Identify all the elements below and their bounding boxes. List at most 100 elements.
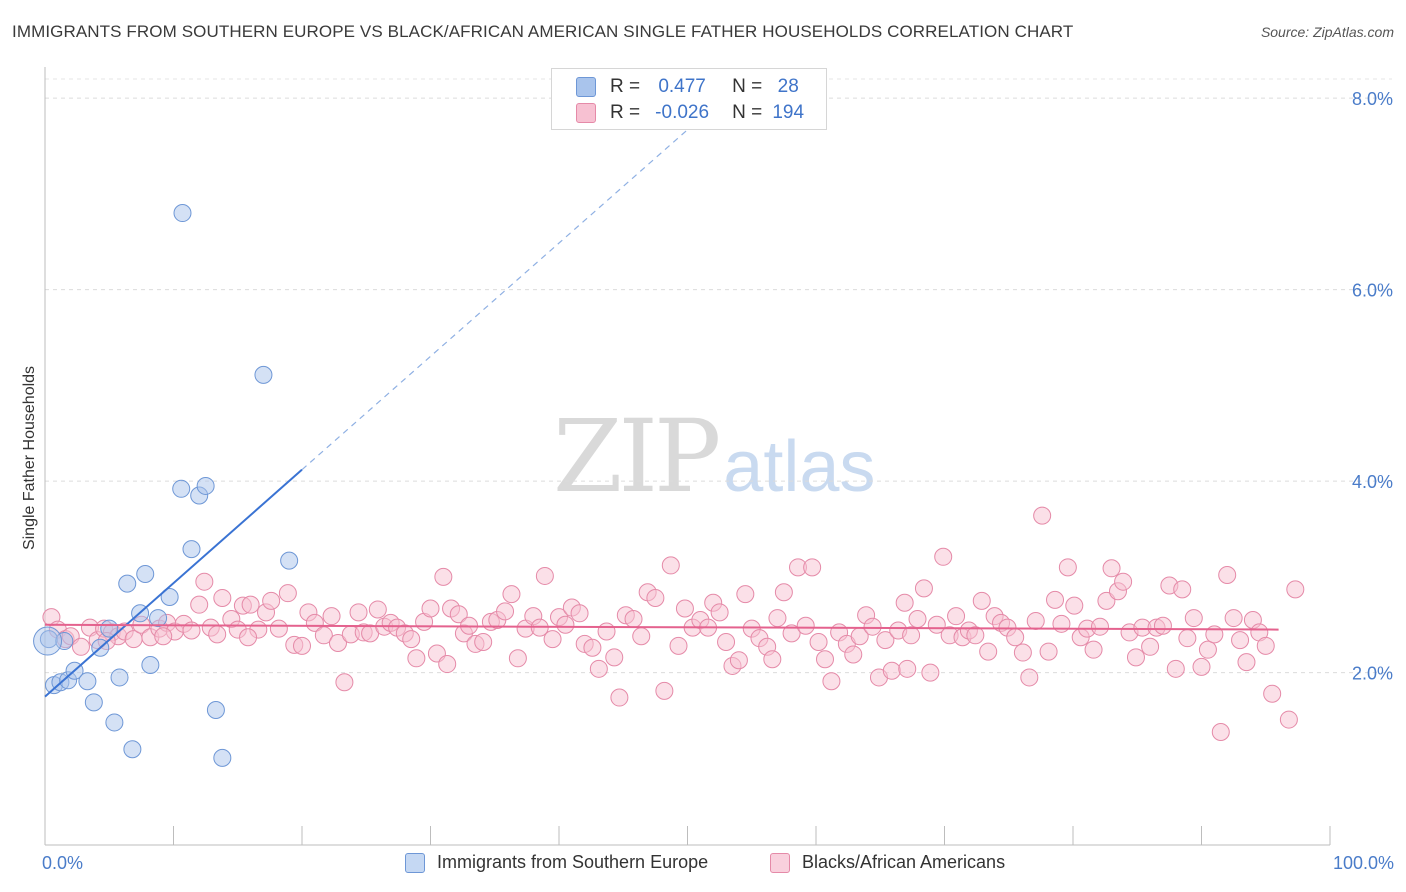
series-label-black-african-american: Blacks/African Americans	[802, 852, 1006, 872]
black-african-american-point	[908, 610, 927, 629]
southern-europe-point	[110, 668, 129, 687]
legend-r-label: R =	[610, 76, 641, 97]
black-african-american-point	[213, 588, 232, 607]
source-label: Source: ZipAtlas.com	[1260, 24, 1394, 40]
black-african-american-point	[438, 655, 457, 674]
black-african-american-point	[496, 602, 515, 621]
black-african-american-point	[502, 585, 521, 604]
black-african-american-point	[632, 627, 651, 646]
southern-europe-point	[118, 574, 137, 593]
black-african-american-point	[1153, 616, 1172, 635]
black-african-american-point	[876, 631, 895, 650]
black-african-american-point	[1084, 640, 1103, 659]
black-african-american-point	[1211, 723, 1230, 742]
southern-europe-point	[149, 609, 168, 628]
black-african-american-point	[809, 633, 828, 652]
southern-europe-trend-line	[44, 468, 303, 698]
southern-europe-point	[123, 740, 142, 759]
black-african-american-point	[269, 619, 288, 638]
black-african-american-point	[822, 672, 841, 691]
black-african-american-point	[241, 595, 260, 614]
black-african-american-point	[535, 566, 554, 585]
black-african-american-point	[605, 648, 624, 667]
black-african-american-point	[543, 630, 562, 649]
black-african-american-point	[570, 604, 589, 623]
black-african-american-point	[921, 663, 940, 682]
legend-r-value: -0.026	[655, 102, 710, 123]
black-african-american-point	[966, 626, 985, 645]
series-legend-southern-europe: Immigrants from Southern Europe	[405, 852, 708, 873]
black-african-american-point	[195, 572, 214, 591]
black-african-american-point	[278, 584, 297, 603]
southern-europe-point	[160, 588, 179, 607]
southern-europe-point-large	[33, 626, 63, 656]
black-african-american-point	[610, 688, 629, 707]
legend-n-value: 194	[772, 102, 805, 123]
black-african-american-point	[449, 605, 468, 624]
black-african-american-point	[1126, 648, 1145, 667]
black-african-american-point	[1279, 710, 1298, 729]
black-african-american-point	[675, 599, 694, 618]
x-tick-label-max: 100.0%	[1332, 853, 1394, 873]
black-african-american-point	[815, 650, 834, 669]
black-african-american-point	[914, 579, 933, 598]
black-african-american-point	[1286, 580, 1305, 599]
black-african-american-point	[646, 588, 665, 607]
black-african-american-point	[474, 633, 493, 652]
black-african-american-point	[803, 558, 822, 577]
southern-europe-point	[254, 365, 273, 384]
black-african-american-point	[1097, 591, 1116, 610]
southern-europe-point	[105, 713, 124, 732]
black-african-american-point	[1065, 596, 1084, 615]
black-african-american-point	[729, 651, 748, 670]
y-axis-label: Single Father Households	[21, 365, 38, 551]
black-african-american-point	[1218, 565, 1237, 584]
black-african-american-trend-line	[44, 623, 1279, 631]
black-african-american-point	[782, 624, 801, 643]
black-african-american-point	[305, 613, 324, 632]
black-african-american-point	[895, 593, 914, 612]
black-african-american-point	[421, 599, 440, 618]
legend-row-southern-europe: R = 0.477 N = 28	[576, 75, 814, 99]
legend-n-label: N =	[732, 102, 763, 123]
southern-europe-trend-extension	[301, 129, 688, 471]
black-african-american-point	[154, 627, 173, 646]
southern-europe-point	[55, 632, 74, 651]
southern-europe-point	[280, 551, 299, 570]
series-legend-black-african-american: Blacks/African Americans	[770, 852, 1005, 873]
trend-lines	[44, 129, 1279, 698]
black-african-american-point	[1090, 617, 1109, 636]
black-african-american-point	[882, 661, 901, 680]
black-african-american-point	[328, 633, 347, 652]
correlation-legend: R = 0.477 N = 28 R = -0.026 N = 194	[551, 68, 827, 130]
black-african-american-point	[1026, 611, 1045, 630]
grid-lines	[45, 78, 1392, 674]
black-african-american-point	[597, 622, 616, 641]
black-african-american-point	[796, 616, 815, 635]
black-african-american-point	[1102, 559, 1121, 578]
black-african-american-point	[774, 583, 793, 602]
black-african-american-point	[661, 556, 680, 575]
southern-europe-point	[206, 700, 225, 719]
y-tick-labels: 2.0% 4.0% 6.0% 8.0%	[1352, 89, 1393, 684]
black-african-american-point	[239, 628, 258, 647]
black-african-american-point	[1141, 637, 1160, 656]
black-african-american-point	[763, 650, 782, 669]
legend-row-black-african-american: R = -0.026 N = 194	[576, 101, 814, 125]
x-tick-label-min: 0.0%	[42, 853, 84, 873]
series-swatch-black-african-american	[770, 852, 790, 873]
black-african-american-point	[972, 591, 991, 610]
black-african-american-point	[556, 615, 575, 634]
black-african-american-point	[1166, 659, 1185, 678]
black-african-american-point	[208, 625, 227, 644]
black-african-american-point	[898, 659, 917, 678]
black-african-american-point	[844, 645, 863, 664]
southern-europe-point	[213, 748, 232, 767]
legend-n-value: 28	[777, 76, 799, 97]
black-african-american-point	[1198, 640, 1217, 659]
black-african-american-point	[736, 585, 755, 604]
legend-r-label: R =	[610, 102, 641, 123]
black-african-american-point	[1013, 643, 1032, 662]
black-african-american-point	[768, 609, 787, 628]
